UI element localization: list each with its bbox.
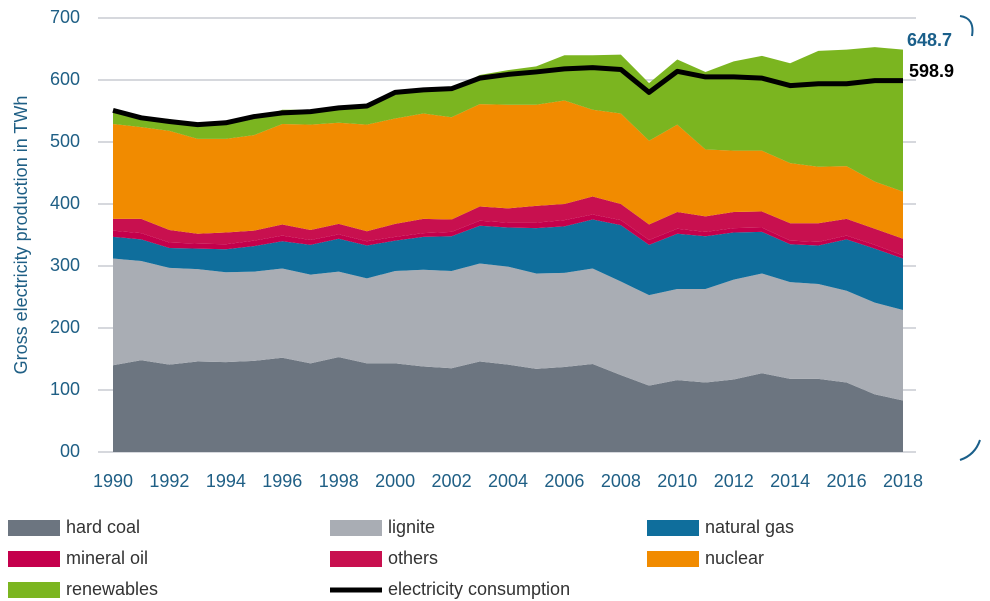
legend-swatch (647, 551, 699, 567)
legend-label: nuclear (705, 548, 764, 568)
x-tick-label: 2002 (432, 471, 472, 491)
x-tick-label: 2018 (883, 471, 923, 491)
y-tick-label: 400 (50, 193, 80, 213)
y-tick-label: 500 (50, 131, 80, 151)
y-tick-label: 600 (50, 69, 80, 89)
bracket (959, 15, 981, 461)
x-tick-label: 1996 (262, 471, 302, 491)
x-tick-label: 2016 (827, 471, 867, 491)
legend-swatch (330, 551, 382, 567)
x-tick-label: 1994 (206, 471, 246, 491)
area (113, 219, 903, 311)
legend-swatch (647, 520, 699, 536)
x-tick-label: 2012 (714, 471, 754, 491)
area (113, 357, 903, 452)
area (113, 100, 903, 239)
legend-label: natural gas (705, 517, 794, 537)
legend-label: mineral oil (66, 548, 148, 568)
x-tick-label: 2014 (770, 471, 810, 491)
x-tick-label: 1998 (319, 471, 359, 491)
legend-swatch (8, 551, 60, 567)
y-tick-label: 00 (60, 441, 80, 461)
area (113, 47, 903, 192)
y-tick-label: 100 (50, 379, 80, 399)
area (113, 258, 903, 401)
legend-swatch (8, 520, 60, 536)
y-tick-label: 700 (50, 7, 80, 27)
x-tick-label: 2000 (375, 471, 415, 491)
x-tick-label: 1990 (93, 471, 133, 491)
area (113, 214, 903, 259)
legend-swatch (330, 520, 382, 536)
legend-label: hard coal (66, 517, 140, 537)
line (112, 65, 903, 128)
areas (113, 47, 903, 452)
legend-label: others (388, 548, 438, 568)
x-tick-label: 2010 (657, 471, 697, 491)
x-tick-label: 1992 (149, 471, 189, 491)
annotation: 648.7 (907, 30, 952, 50)
legend-label: lignite (388, 517, 435, 537)
legend-label: electricity consumption (388, 579, 570, 599)
y-tick-label: 300 (50, 255, 80, 275)
x-tick-label: 2008 (601, 471, 641, 491)
annotation: 598.9 (909, 61, 954, 81)
y-axis-label: Gross electricity production in TWh (11, 96, 31, 375)
legend-label: renewables (66, 579, 158, 599)
x-tick-label: 2006 (544, 471, 584, 491)
legend-swatch (8, 582, 60, 598)
x-tick-label: 2004 (488, 471, 528, 491)
y-tick-label: 200 (50, 317, 80, 337)
